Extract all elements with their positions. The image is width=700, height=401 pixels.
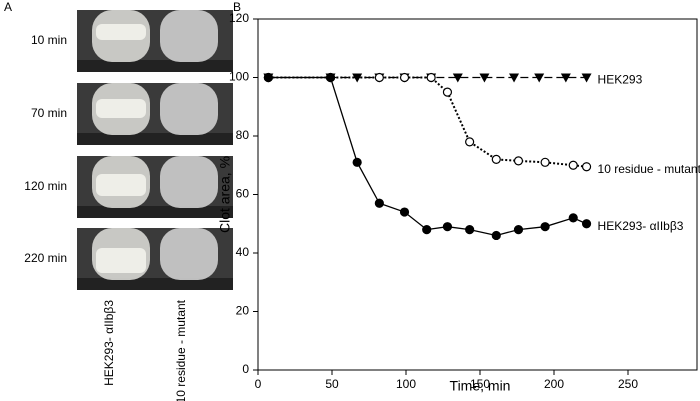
panel-label: A bbox=[4, 0, 12, 14]
x-tick-label: 150 bbox=[470, 377, 490, 391]
marker bbox=[581, 219, 592, 229]
marker bbox=[263, 72, 273, 83]
marker bbox=[581, 73, 592, 83]
series-label: 10 residue - mutant bbox=[598, 162, 700, 176]
bench bbox=[77, 278, 233, 290]
row-label: 220 min bbox=[24, 251, 67, 265]
marker bbox=[399, 207, 410, 217]
marker bbox=[491, 230, 501, 241]
bench bbox=[77, 206, 233, 218]
row-label: 120 min bbox=[24, 179, 67, 193]
bench bbox=[77, 133, 233, 145]
y-tick-label: 100 bbox=[229, 70, 249, 84]
marker bbox=[325, 72, 336, 83]
clot bbox=[96, 99, 146, 118]
marker bbox=[442, 87, 453, 97]
marker bbox=[491, 154, 501, 164]
tube bbox=[160, 156, 218, 208]
x-tick-label: 250 bbox=[618, 377, 638, 391]
marker bbox=[465, 225, 475, 235]
marker bbox=[581, 162, 592, 172]
marker bbox=[568, 160, 578, 170]
marker bbox=[426, 72, 436, 83]
tube bbox=[160, 83, 218, 135]
marker bbox=[479, 73, 490, 83]
marker bbox=[374, 198, 384, 208]
marker bbox=[465, 137, 475, 147]
column-label: 10 residue - mutant bbox=[174, 299, 188, 401]
tube bbox=[160, 228, 218, 280]
bench bbox=[77, 60, 233, 72]
column-label: HEK293- αIIbβ3 bbox=[102, 300, 116, 386]
marker bbox=[352, 157, 362, 167]
y-tick-label: 20 bbox=[236, 304, 250, 318]
marker bbox=[540, 157, 550, 167]
marker bbox=[513, 225, 524, 235]
x-tick-label: 100 bbox=[396, 377, 416, 391]
series-label: HEK293- αIIbβ3 bbox=[598, 219, 684, 233]
marker bbox=[513, 156, 524, 166]
marker bbox=[560, 73, 571, 83]
marker bbox=[540, 222, 550, 232]
clot bbox=[96, 174, 146, 196]
row-label: 70 min bbox=[31, 106, 67, 120]
y-tick-label: 0 bbox=[242, 362, 249, 376]
clot bbox=[96, 24, 146, 40]
marker bbox=[422, 225, 432, 235]
marker bbox=[442, 222, 453, 232]
tube bbox=[160, 10, 218, 62]
x-tick-label: 50 bbox=[325, 377, 339, 391]
x-axis-title: Time, min bbox=[450, 378, 511, 394]
series-label: HEK293 bbox=[598, 73, 643, 87]
clot bbox=[96, 248, 146, 273]
marker bbox=[509, 73, 520, 83]
y-tick-label: 80 bbox=[236, 128, 250, 142]
marker bbox=[452, 73, 463, 83]
marker bbox=[534, 73, 545, 83]
series-line bbox=[268, 76, 587, 168]
row-label: 10 min bbox=[31, 33, 67, 47]
x-tick-label: 0 bbox=[255, 377, 262, 391]
marker bbox=[568, 213, 578, 223]
plot-frame bbox=[257, 18, 698, 371]
y-tick-label: 40 bbox=[236, 245, 250, 259]
y-axis-title: Clot area, % bbox=[217, 156, 233, 233]
y-tick-label: 60 bbox=[236, 187, 250, 201]
x-tick-label: 200 bbox=[544, 377, 564, 391]
marker bbox=[399, 72, 410, 83]
series-line bbox=[268, 76, 587, 237]
marker bbox=[374, 72, 384, 83]
y-tick-label: 120 bbox=[229, 11, 249, 25]
panel-label: B bbox=[233, 0, 241, 14]
